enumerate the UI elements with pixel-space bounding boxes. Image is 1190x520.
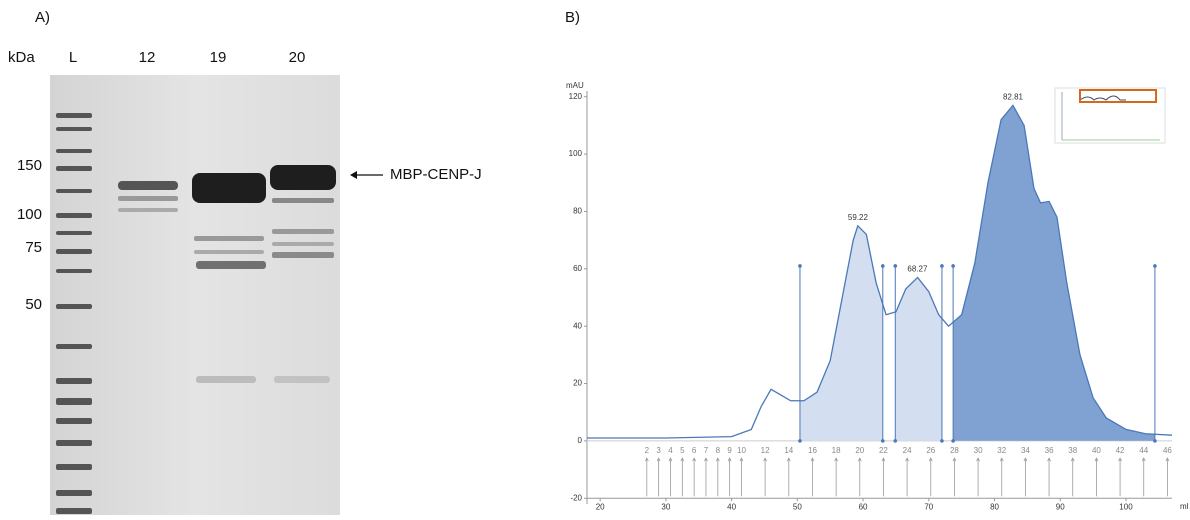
x-tick-label: 90 xyxy=(1056,502,1065,511)
inset xyxy=(1055,88,1165,143)
fraction-label: 9 xyxy=(727,446,732,455)
peak-label: 59.22 xyxy=(848,213,869,222)
marker-label: 100 xyxy=(17,206,42,223)
fraction-label: 24 xyxy=(903,446,912,455)
fraction-label: 10 xyxy=(737,446,746,455)
fraction-label: 32 xyxy=(997,446,1006,455)
y-tick-label: 40 xyxy=(573,321,582,330)
x-tick-label: 40 xyxy=(727,502,736,511)
x-tick-label: 80 xyxy=(990,502,999,511)
fraction-label: 34 xyxy=(1021,446,1030,455)
x-tick-label: 20 xyxy=(596,502,605,511)
pool-dot xyxy=(940,439,944,443)
pool-dot xyxy=(893,264,897,268)
marker-label: 75 xyxy=(25,239,42,256)
y-tick-label: 60 xyxy=(573,264,582,273)
pool-dot xyxy=(798,439,802,443)
pool-dot xyxy=(881,264,885,268)
marker-label: 50 xyxy=(25,296,42,313)
marker-label: 150 xyxy=(17,157,42,174)
fraction-label: 36 xyxy=(1045,446,1054,455)
fraction-label: 20 xyxy=(855,446,864,455)
fraction-label: 8 xyxy=(716,446,721,455)
fraction-label: 14 xyxy=(784,446,793,455)
fraction-label: 3 xyxy=(656,446,661,455)
y-tick-label: 80 xyxy=(573,207,582,216)
plot: -20 0 20 40 60 80 100 120 20 30 40 50 60 70 80 90 100 59.… xyxy=(569,91,1173,511)
fraction-label: 42 xyxy=(1116,446,1125,455)
lane-label: 12 xyxy=(139,49,156,66)
figure: A) kDa L 12 19 20 150 100 75 50 MBP-CENP… xyxy=(0,0,1190,515)
fraction-label: 6 xyxy=(692,446,697,455)
fraction-label: 38 xyxy=(1068,446,1077,455)
lane-label: 20 xyxy=(289,49,306,66)
fraction-label: 30 xyxy=(974,446,983,455)
y-axis-label: mAU xyxy=(566,81,584,90)
fraction-label: 44 xyxy=(1139,446,1148,455)
fraction-label: 18 xyxy=(832,446,841,455)
x-tick-label: 100 xyxy=(1119,502,1133,511)
gel xyxy=(50,75,340,515)
x-axis-label: ml xyxy=(1180,502,1189,511)
x-tick-label: 30 xyxy=(661,502,670,511)
x-tick-label: 50 xyxy=(793,502,802,511)
y-tick-label: 20 xyxy=(573,379,582,388)
lane-label: 19 xyxy=(210,49,227,66)
fraction-label: 26 xyxy=(926,446,935,455)
x-tick-label: 70 xyxy=(924,502,933,511)
fraction-label: 40 xyxy=(1092,446,1101,455)
peak-label: 68.27 xyxy=(907,265,928,274)
fraction-label: 4 xyxy=(668,446,673,455)
unit-label: kDa xyxy=(8,49,35,66)
fraction-label: 46 xyxy=(1163,446,1172,455)
y-tick-label: 0 xyxy=(578,436,583,445)
pool-dot xyxy=(1153,264,1157,268)
lane-label: L xyxy=(69,49,77,66)
y-tick-label: -20 xyxy=(570,493,582,502)
fraction-label: 12 xyxy=(761,446,770,455)
pool-dot xyxy=(951,439,955,443)
pool-dot xyxy=(881,439,885,443)
y-tick-label: 120 xyxy=(569,92,583,101)
fraction-label: 5 xyxy=(680,446,685,455)
fraction-label: 28 xyxy=(950,446,959,455)
annotation: MBP-CENP-J xyxy=(390,166,482,183)
arrow-head xyxy=(350,171,357,179)
fraction-label: 16 xyxy=(808,446,817,455)
fraction-label: 22 xyxy=(879,446,888,455)
y-tick-label: 100 xyxy=(569,149,583,158)
pool-dot xyxy=(951,264,955,268)
panel-label: A) xyxy=(35,9,50,26)
fraction-label: 7 xyxy=(704,446,709,455)
pool-dot xyxy=(893,439,897,443)
pool-dot xyxy=(798,264,802,268)
x-tick-label: 60 xyxy=(859,502,868,511)
fraction-label: 2 xyxy=(645,446,650,455)
pool-dot xyxy=(940,264,944,268)
panel-label: B) xyxy=(565,9,580,26)
pool-dot xyxy=(1153,439,1157,443)
peak-label: 82.81 xyxy=(1003,93,1024,102)
